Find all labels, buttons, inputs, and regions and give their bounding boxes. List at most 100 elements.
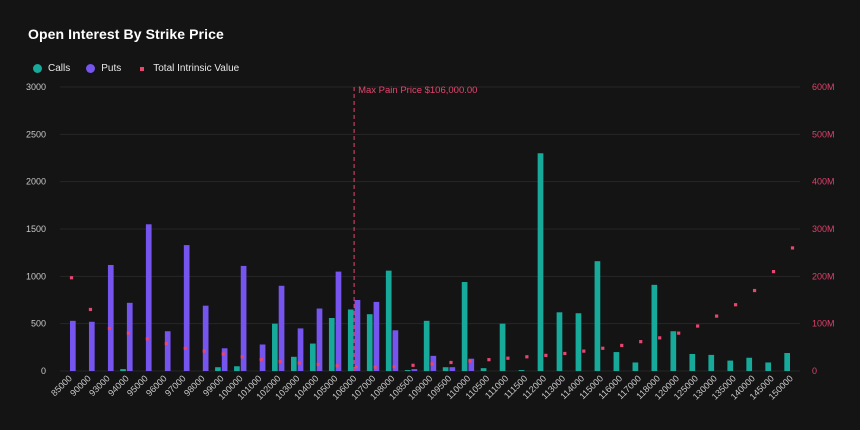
calls-bar <box>613 352 620 371</box>
puts-bar <box>278 285 285 371</box>
intrinsic-marker <box>563 351 567 356</box>
puts-bar <box>316 308 323 371</box>
intrinsic-marker <box>259 358 263 362</box>
intrinsic-marker <box>620 343 624 348</box>
calls-bar <box>537 153 544 371</box>
y-left-tick-label: 2500 <box>26 129 46 139</box>
y-left-tick-label: 1500 <box>26 224 46 234</box>
legend-label-calls: Calls <box>48 63 71 74</box>
intrinsic-marker <box>202 349 206 353</box>
y-right-tick-label: 500M <box>812 129 835 139</box>
puts-bar <box>183 245 190 371</box>
legend-item-calls[interactable]: Calls <box>33 63 70 74</box>
calls-bar <box>423 320 430 371</box>
calls-bar <box>556 312 563 371</box>
legend-swatch-calls <box>33 64 42 73</box>
puts-bar <box>221 348 228 371</box>
y-left-tick-label: 0 <box>41 366 46 376</box>
intrinsic-marker <box>677 331 681 335</box>
intrinsic-marker <box>354 365 358 369</box>
legend-item-puts[interactable]: Puts <box>86 63 121 74</box>
calls-bar <box>784 353 791 371</box>
calls-bar <box>272 323 278 371</box>
calls-bar <box>234 366 240 371</box>
intrinsic-marker <box>582 349 586 353</box>
intrinsic-marker <box>69 276 74 280</box>
calls-bar <box>480 368 487 371</box>
y-right-tick-label: 200M <box>812 271 835 281</box>
intrinsic-marker <box>544 353 548 357</box>
puts-bar <box>145 224 152 371</box>
intrinsic-marker <box>88 307 93 312</box>
puts-bar <box>259 344 266 371</box>
intrinsic-marker <box>164 341 168 346</box>
intrinsic-marker <box>240 355 244 359</box>
legend: Calls Puts Total Intrinsic Value <box>33 63 239 74</box>
legend-label-puts: Puts <box>101 63 122 74</box>
intrinsic-marker <box>525 355 529 359</box>
intrinsic-marker <box>145 337 149 341</box>
calls-bar <box>120 369 126 371</box>
y-right-tick-label: 100M <box>812 319 835 329</box>
calls-bar <box>765 362 772 371</box>
y-right-tick-label: 300M <box>812 224 835 234</box>
y-right-tick-label: 600M <box>812 82 835 92</box>
intrinsic-marker <box>658 336 662 340</box>
y-left-tick-label: 3000 <box>26 82 46 92</box>
calls-bar <box>632 362 639 371</box>
intrinsic-marker <box>297 361 301 365</box>
calls-bar <box>385 270 392 371</box>
calls-bar <box>518 370 525 371</box>
intrinsic-marker <box>126 331 131 335</box>
puts-bar <box>202 305 209 371</box>
chart-title: Open Interest By Strike Price <box>28 26 224 42</box>
intrinsic-marker <box>771 270 776 274</box>
intrinsic-marker <box>430 362 434 366</box>
puts-bar <box>164 331 171 371</box>
puts-bar <box>373 301 380 371</box>
puts-bar <box>240 265 247 371</box>
intrinsic-marker <box>639 340 643 344</box>
puts-bar <box>411 369 418 371</box>
puts-bar <box>468 358 475 371</box>
calls-bar <box>727 360 734 371</box>
intrinsic-marker <box>373 365 377 369</box>
calls-bar <box>708 354 715 371</box>
intrinsic-marker <box>221 352 225 356</box>
intrinsic-marker <box>715 314 719 318</box>
intrinsic-marker <box>107 326 112 330</box>
y-left-tick-label: 1000 <box>26 271 46 281</box>
legend-swatch-puts <box>86 64 96 73</box>
puts-bar <box>449 367 456 371</box>
calls-bar <box>670 331 677 371</box>
calls-bar <box>689 353 696 371</box>
intrinsic-marker <box>733 303 738 307</box>
puts-bar <box>335 271 342 371</box>
intrinsic-marker <box>278 359 282 364</box>
legend-item-intrinsic[interactable]: Total Intrinsic Value <box>137 63 239 74</box>
calls-bar <box>499 323 506 371</box>
intrinsic-marker <box>752 288 757 293</box>
puts-bar <box>354 300 361 371</box>
puts-bar <box>126 302 133 371</box>
calls-bar <box>366 314 373 371</box>
legend-label-intrinsic: Total Intrinsic Value <box>153 63 240 74</box>
calls-bar <box>746 357 753 371</box>
intrinsic-marker <box>183 346 187 350</box>
intrinsic-marker <box>487 358 491 362</box>
intrinsic-marker <box>449 360 453 365</box>
intrinsic-marker <box>335 364 339 368</box>
intrinsic-marker <box>468 359 472 363</box>
legend-swatch-intrinsic <box>140 66 145 71</box>
intrinsic-marker <box>790 246 795 250</box>
y-left-tick-label: 500 <box>31 319 46 329</box>
y-right-tick-label: 400M <box>812 177 835 187</box>
intrinsic-marker <box>392 365 396 369</box>
intrinsic-marker <box>601 346 605 350</box>
calls-bar <box>328 317 335 371</box>
calls-bar <box>461 282 468 371</box>
calls-bar <box>290 356 297 371</box>
y-left-tick-label: 2000 <box>26 177 46 187</box>
max-pain-label: Max Pain Price $106,000.00 <box>358 85 477 96</box>
puts-bar <box>297 328 304 371</box>
